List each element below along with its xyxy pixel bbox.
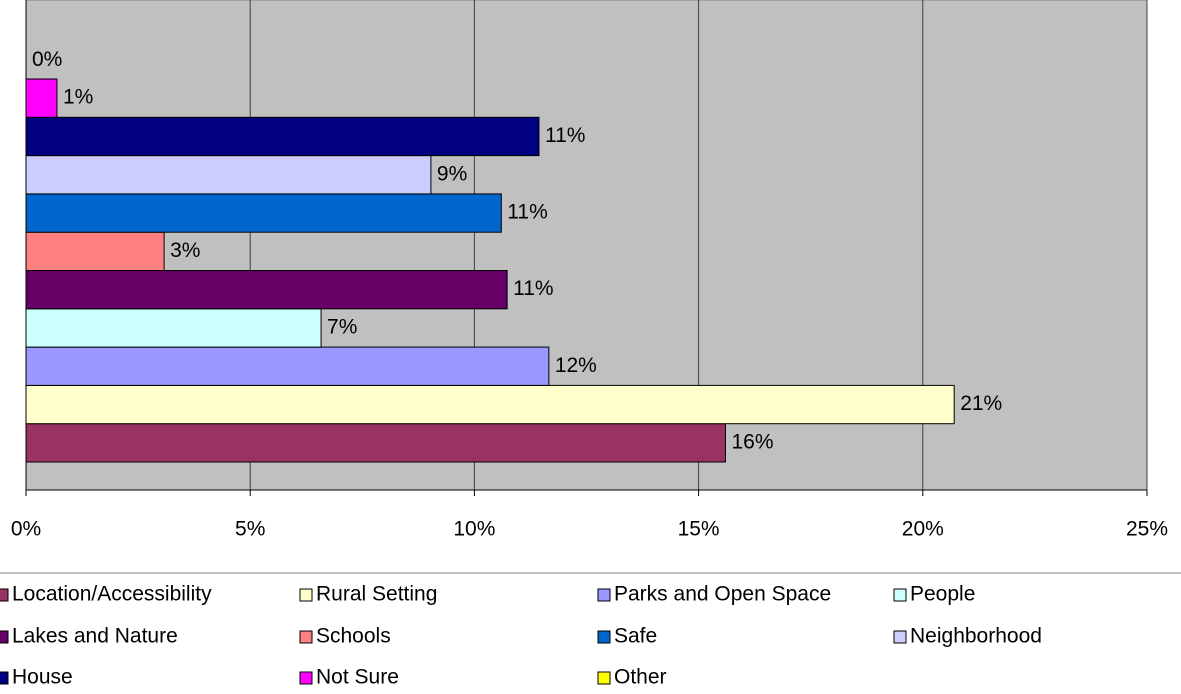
legend-swatch bbox=[893, 588, 907, 602]
bar bbox=[25, 231, 165, 271]
data-label: 1% bbox=[63, 86, 93, 109]
data-label: 12% bbox=[555, 354, 597, 377]
legend-label: Neighborhood bbox=[910, 625, 1042, 648]
legend-label: Parks and Open Space bbox=[614, 583, 831, 606]
legend-label: Safe bbox=[614, 625, 657, 648]
x-tick-label: 10% bbox=[453, 518, 495, 541]
legend-label: Schools bbox=[316, 625, 391, 648]
x-tick-label: 5% bbox=[235, 518, 265, 541]
bar bbox=[25, 270, 508, 310]
bar bbox=[25, 308, 322, 348]
bar bbox=[25, 116, 540, 157]
data-label: 11% bbox=[545, 124, 585, 147]
legend-label: Rural Setting bbox=[316, 583, 437, 606]
bar bbox=[25, 384, 955, 425]
data-label: 0% bbox=[32, 48, 62, 71]
legend-swatch bbox=[893, 630, 907, 644]
legend-swatch bbox=[299, 630, 313, 644]
bar bbox=[25, 423, 727, 463]
data-label: 16% bbox=[732, 430, 774, 453]
bar bbox=[25, 78, 58, 118]
legend-swatch bbox=[299, 588, 313, 602]
bar bbox=[25, 346, 550, 386]
data-label: 21% bbox=[960, 392, 1002, 415]
x-tick-label: 0% bbox=[11, 518, 41, 541]
legend-swatch bbox=[597, 588, 611, 602]
legend-swatch bbox=[597, 671, 611, 685]
x-tick-label: 20% bbox=[902, 518, 944, 541]
legend-swatch bbox=[0, 671, 9, 685]
legend-label: Not Sure bbox=[316, 666, 399, 689]
legend-swatch bbox=[0, 630, 9, 644]
legend-label: People bbox=[910, 583, 975, 606]
x-tick-label: 25% bbox=[1126, 518, 1168, 541]
data-label: 3% bbox=[170, 239, 200, 262]
bar bbox=[25, 193, 502, 233]
legend-label: Lakes and Nature bbox=[12, 625, 178, 648]
x-tick-label: 15% bbox=[678, 518, 720, 541]
data-label: 11% bbox=[513, 277, 553, 300]
data-label: 7% bbox=[327, 315, 357, 338]
legend-label: House bbox=[12, 666, 73, 689]
legend-label: Other bbox=[614, 666, 667, 689]
legend-label: Location/Accessibility bbox=[12, 583, 212, 606]
bar bbox=[25, 155, 432, 195]
legend-swatch bbox=[0, 588, 9, 602]
legend-swatch bbox=[299, 671, 313, 685]
legend-swatch bbox=[597, 630, 611, 644]
data-label: 9% bbox=[437, 162, 467, 185]
data-label: 11% bbox=[507, 201, 547, 224]
